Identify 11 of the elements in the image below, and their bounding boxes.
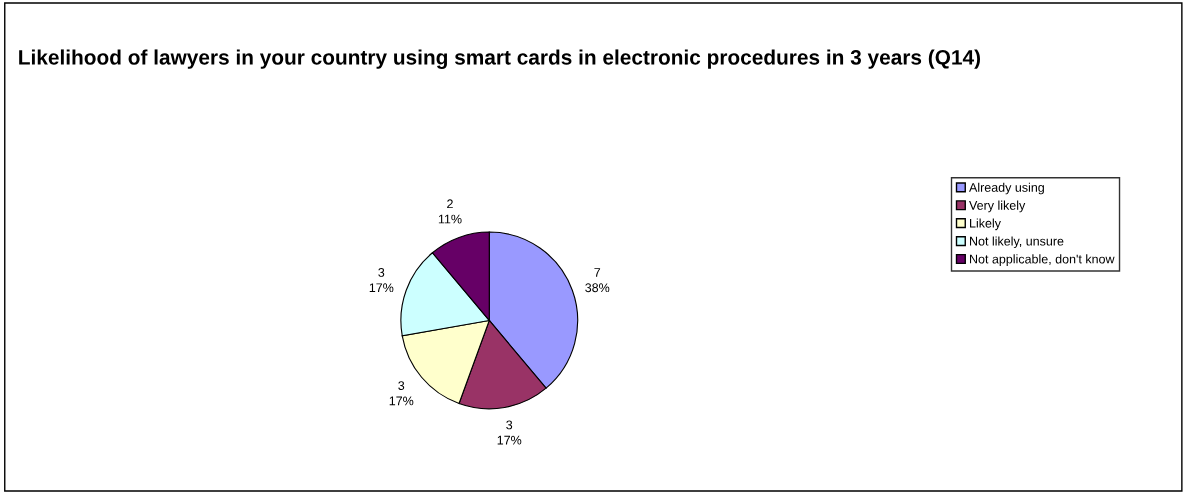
data-label: 7 38% [585,268,610,293]
legend-label: Not likely, unsure [970,236,1064,249]
data-label: 3 17% [389,381,414,406]
chart-title: Likelihood of lawyers in your country using smart cards in electronic procedures in 3 years (Q14) [19,49,980,69]
data-label: 3 17% [497,420,522,445]
legend-label: Not applicable, don't know [970,254,1115,266]
legend-label: Very likely [969,200,1026,213]
data-label: 2 11% [438,199,462,224]
legend-label: Already using [969,182,1044,195]
legend-label: Likely [970,218,1001,231]
data-label: 3 17% [369,268,394,293]
